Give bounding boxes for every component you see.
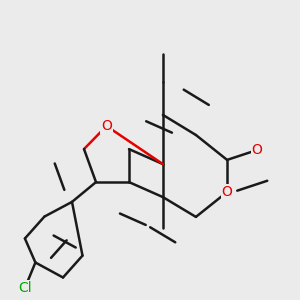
Text: O: O [222, 185, 232, 199]
Text: Cl: Cl [18, 281, 32, 295]
Text: O: O [252, 143, 262, 157]
Text: O: O [101, 119, 112, 133]
